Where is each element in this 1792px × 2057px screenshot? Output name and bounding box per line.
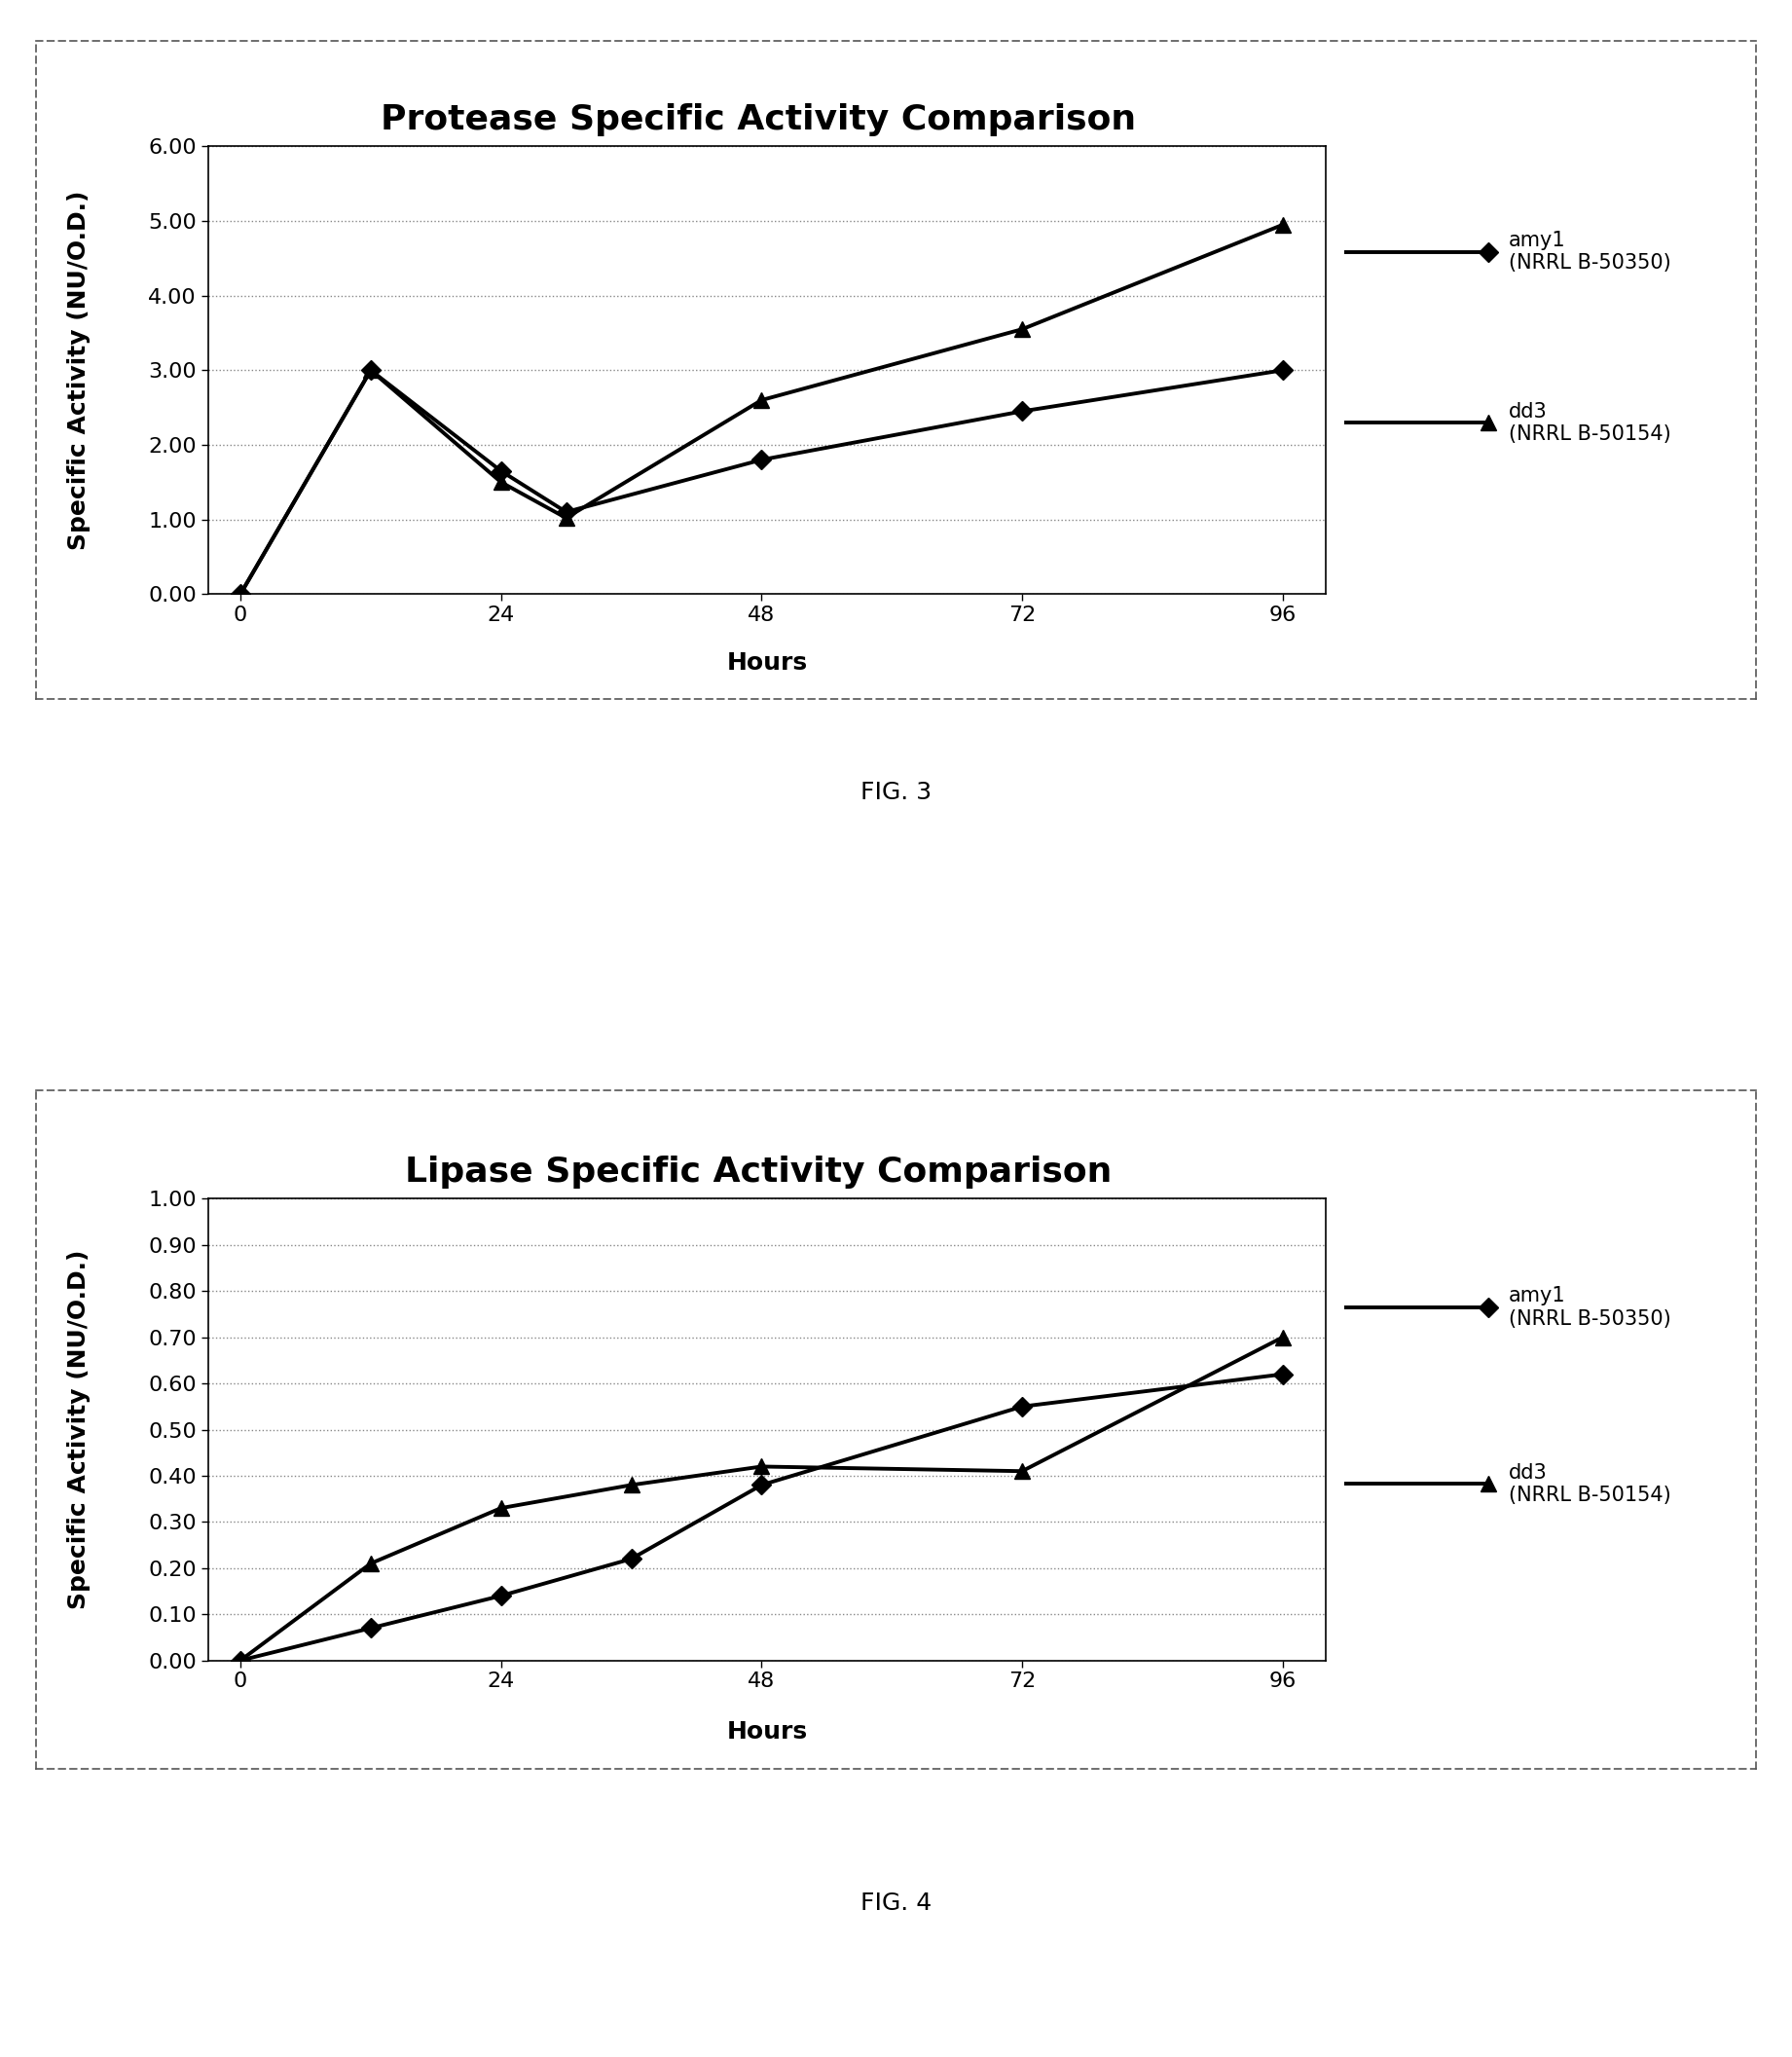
Text: Specific Activity (NU/O.D.): Specific Activity (NU/O.D.) [66,1251,91,1609]
Text: amy1
(NRRL B-50350): amy1 (NRRL B-50350) [1509,1286,1672,1329]
Text: dd3
(NRRL B-50154): dd3 (NRRL B-50154) [1509,401,1672,444]
Text: FIG. 4: FIG. 4 [860,1890,932,1915]
Text: Protease Specific Activity Comparison: Protease Specific Activity Comparison [380,103,1136,136]
Text: dd3
(NRRL B-50154): dd3 (NRRL B-50154) [1509,1463,1672,1506]
Text: Hours: Hours [726,1720,808,1744]
Text: FIG. 3: FIG. 3 [860,780,932,804]
Text: Hours: Hours [726,652,808,675]
Text: amy1
(NRRL B-50350): amy1 (NRRL B-50350) [1509,230,1672,274]
Text: Lipase Specific Activity Comparison: Lipase Specific Activity Comparison [405,1156,1111,1189]
Text: Specific Activity (NU/O.D.): Specific Activity (NU/O.D.) [66,191,91,549]
